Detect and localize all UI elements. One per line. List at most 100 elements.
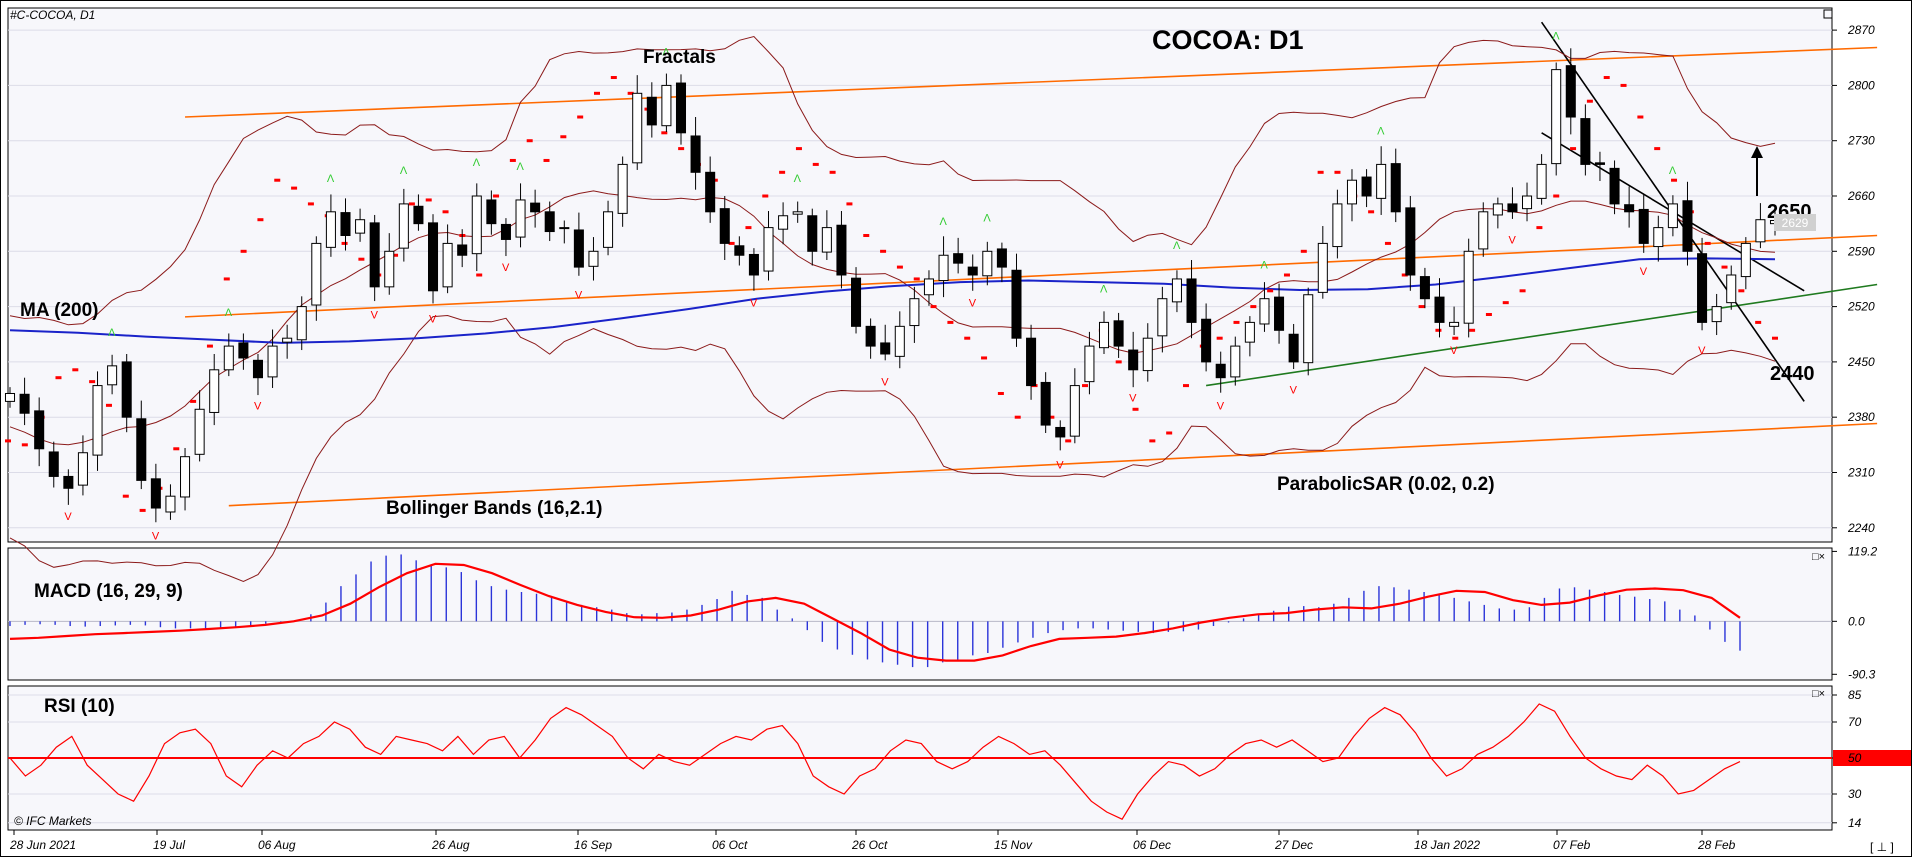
candle	[748, 248, 759, 291]
candle-body	[1390, 163, 1401, 213]
sar-dot	[105, 403, 112, 407]
candle	[150, 463, 161, 523]
bollinger-lower	[9, 314, 1776, 583]
candle	[1274, 283, 1285, 344]
candle	[107, 354, 118, 395]
candle-body	[1288, 333, 1299, 363]
candle	[1303, 287, 1314, 376]
candle-body	[194, 408, 205, 455]
date-tick-label: 19 Jul	[153, 838, 185, 852]
price-tick-label: 2590	[1847, 244, 1875, 258]
sar-dot	[880, 249, 887, 253]
candle	[1157, 286, 1168, 353]
candle	[500, 218, 511, 257]
candle	[1536, 154, 1547, 205]
candle	[851, 267, 862, 334]
candle-body	[1040, 381, 1051, 426]
candle-body	[1580, 118, 1591, 165]
candle-body	[77, 452, 88, 486]
sar-dot	[392, 253, 399, 257]
sar-dot	[1250, 305, 1257, 309]
candle-body	[675, 82, 687, 134]
candle	[165, 484, 176, 520]
candle	[19, 377, 30, 426]
candle	[807, 208, 818, 266]
candle	[1346, 169, 1358, 222]
candle-body	[136, 418, 147, 481]
candle-body	[19, 393, 30, 414]
candle	[821, 210, 832, 260]
candle-body	[967, 266, 978, 276]
sar-dot	[1317, 170, 1324, 174]
rsi-pane-controls[interactable]: □×	[1812, 688, 1825, 700]
sar-dot	[543, 158, 550, 162]
candle	[238, 333, 249, 370]
candle	[1244, 316, 1255, 357]
candle	[486, 190, 497, 235]
fractal-up-icon: Λ	[1260, 260, 1268, 272]
symbol-label: #C-COCOA, D1	[10, 8, 95, 22]
price-tick-label: 2520	[1847, 300, 1875, 314]
price-tick-label: 2800	[1847, 78, 1875, 92]
sar-dot	[408, 202, 415, 206]
candle-body	[457, 244, 468, 256]
sar-dot	[1772, 336, 1778, 340]
candle-body	[1594, 162, 1605, 165]
macd-label: MACD (16, 29, 9)	[34, 581, 183, 602]
candle-body	[705, 171, 716, 213]
candle-body	[588, 250, 599, 267]
candle-body	[1376, 163, 1387, 199]
date-tick-label: 28 Jun 2021	[9, 838, 76, 852]
candle-body	[427, 222, 439, 292]
candle	[427, 214, 439, 304]
candle	[267, 329, 278, 388]
date-tick-label: 26 Aug	[431, 838, 470, 852]
sar-dot	[947, 320, 954, 324]
candle-body	[807, 215, 818, 252]
candle-body	[442, 242, 453, 288]
sar-dot	[627, 91, 634, 95]
price-axis-labels: 2870 2800 2730 2660 2590 2520 2450 2380 2310 2240	[1847, 23, 1875, 535]
sar-dot	[1216, 336, 1223, 340]
candle	[1726, 265, 1737, 310]
candle-body	[1638, 208, 1649, 244]
date-tick-label: 07 Feb	[1553, 838, 1591, 852]
date-tick-label: 06 Oct	[712, 838, 748, 852]
sar-dot	[1755, 320, 1762, 324]
candle	[792, 201, 803, 223]
candle	[996, 242, 1007, 283]
candle-body	[1317, 242, 1328, 293]
date-tick-label: 15 Nov	[994, 838, 1033, 852]
candle-body	[180, 456, 191, 498]
candle-body	[1011, 269, 1022, 339]
sar-dot	[1115, 360, 1122, 364]
candle-body	[1113, 320, 1124, 347]
fractal-down-icon: V	[1450, 345, 1458, 357]
macd-tick-label: 119.2	[1848, 544, 1877, 558]
fractal-down-icon: V	[1640, 266, 1648, 278]
candle	[661, 73, 672, 133]
candle-body	[661, 84, 672, 127]
fractal-down-icon: V	[254, 400, 262, 412]
rsi-pane: 85 70 50 30 14	[8, 688, 1911, 830]
price-tick-label: 2660	[1847, 189, 1875, 203]
sar-dot	[139, 508, 146, 512]
candle	[282, 324, 293, 359]
candle-body	[165, 495, 176, 513]
sar-dot	[274, 178, 281, 182]
price-tick-label: 2450	[1847, 355, 1875, 369]
fractal-down-icon: V	[1698, 345, 1706, 357]
candle	[923, 270, 934, 306]
candle	[1653, 215, 1664, 262]
candle	[223, 333, 234, 377]
candle-body	[938, 254, 949, 282]
candle-body	[500, 223, 511, 240]
candle-body	[384, 250, 395, 288]
candle	[77, 435, 88, 496]
candle	[252, 353, 263, 396]
date-tick-label: 27 Dec	[1274, 838, 1313, 852]
macd-pane-controls[interactable]: □×	[1812, 551, 1825, 563]
fractal-down-icon: V	[1508, 234, 1516, 246]
candle	[1449, 306, 1460, 336]
